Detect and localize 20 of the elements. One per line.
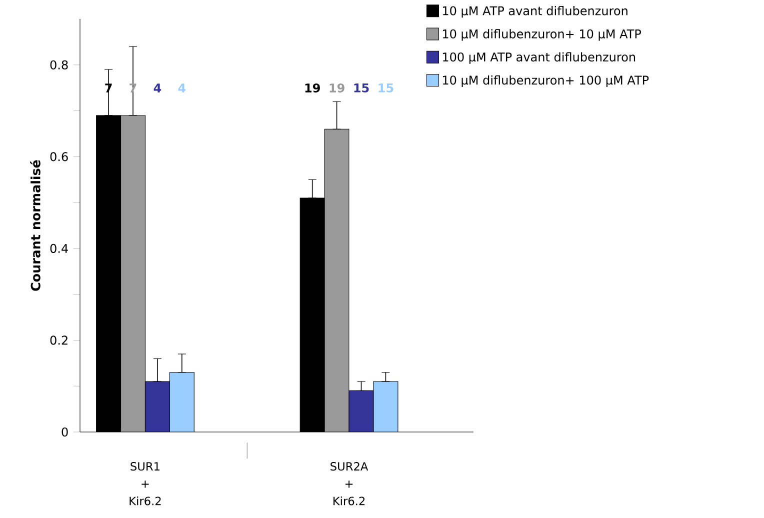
annotation: 15 bbox=[354, 84, 369, 92]
y-tick-label: 0.8 bbox=[50, 60, 68, 70]
annotation: 15 bbox=[378, 84, 394, 92]
bar bbox=[144, 381, 170, 432]
x-tick-label: SUR2A + Kir6.2 bbox=[330, 462, 368, 506]
y-axis-title: Courant normalisé bbox=[30, 160, 40, 291]
annotation: 4 bbox=[178, 84, 186, 92]
legend-label: 100 µM ATP avant diflubenzuron bbox=[442, 52, 636, 64]
y-tick-label: 0.2 bbox=[50, 336, 68, 345]
bar bbox=[348, 390, 374, 432]
annotation: 19 bbox=[305, 83, 320, 93]
legend-label: 10 µM ATP avant diflubenzuron bbox=[442, 6, 628, 18]
y-tick-label: 0 bbox=[62, 427, 68, 437]
y-tick-label: 0.6 bbox=[50, 152, 68, 162]
legend-label: 10 µM diflubenzuron+ 100 µM ATP bbox=[442, 75, 649, 87]
annotation: 4 bbox=[154, 84, 162, 92]
annotation: 19 bbox=[330, 83, 344, 93]
legend-label: 10 µM diflubenzuron+ 10 µM ATP bbox=[442, 29, 642, 41]
x-tick-label: SUR1 + Kir6.2 bbox=[130, 462, 161, 506]
y-tick-label: 0.4 bbox=[50, 244, 68, 253]
